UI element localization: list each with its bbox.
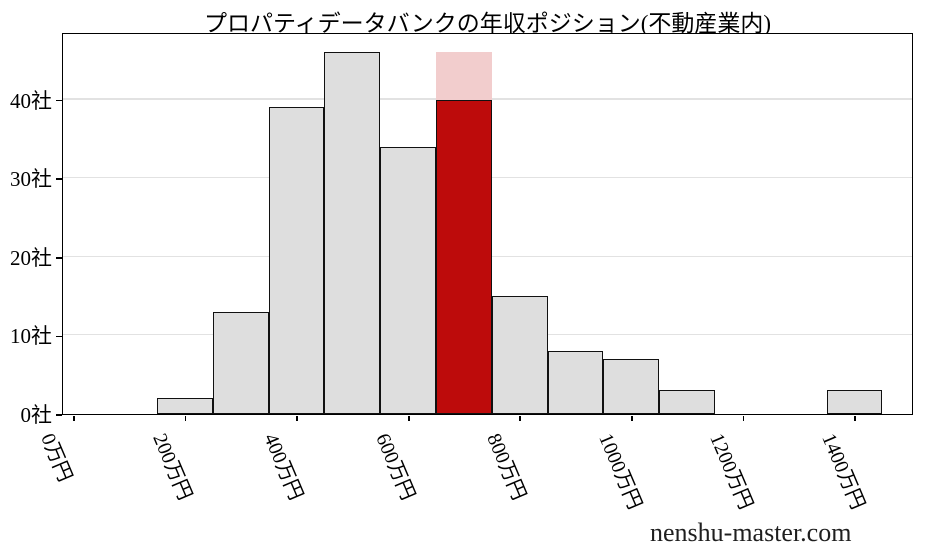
x-tick-label-1200万円: 1200万円 — [705, 430, 758, 513]
x-tick-0万円 — [73, 415, 75, 421]
histogram-bar-500万円 — [324, 52, 381, 414]
x-tick-1400万円 — [854, 415, 856, 421]
histogram-bar-400万円 — [268, 107, 325, 414]
y-tick-40社 — [56, 99, 62, 102]
x-tick-label-1000万円: 1000万円 — [594, 430, 646, 513]
watermark-text: nenshu-master.com — [650, 518, 852, 547]
y-tick-20社 — [56, 257, 62, 259]
x-tick-label-600万円: 600万円 — [370, 430, 419, 504]
x-tick-200万円 — [184, 415, 187, 421]
histogram-bar-1000万円 — [603, 358, 660, 414]
histogram-bar-1400万円 — [826, 390, 883, 414]
highlight-overlay — [436, 52, 492, 100]
x-tick-label-200万円: 200万円 — [147, 430, 196, 504]
histogram-bar-800万円 — [491, 296, 548, 414]
y-tick-label-0社: 0社 — [20, 403, 53, 427]
x-tick-400万円 — [296, 415, 298, 421]
x-tick-600万円 — [407, 415, 410, 421]
y-tick-label-20社: 20社 — [10, 245, 52, 270]
highlight-bar-700万円 — [436, 99, 492, 414]
histogram-bar-1100万円 — [659, 390, 715, 414]
x-tick-label-0万円: 0万円 — [36, 430, 77, 485]
histogram-bar-300万円 — [212, 311, 269, 414]
histogram-bar-600万円 — [380, 146, 436, 414]
y-tick-label-40社: 40社 — [10, 88, 52, 113]
y-tick-0社 — [56, 414, 62, 416]
plot-area — [62, 33, 913, 415]
y-tick-10社 — [56, 335, 62, 338]
y-tick-30社 — [56, 178, 62, 180]
histogram-bar-200万円 — [157, 398, 213, 414]
x-tick-label-1400万円: 1400万円 — [817, 430, 869, 513]
x-tick-800万円 — [519, 415, 522, 421]
y-tick-label-10社: 10社 — [10, 324, 52, 349]
x-tick-label-800万円: 800万円 — [482, 430, 531, 504]
x-tick-label-400万円: 400万円 — [259, 430, 307, 504]
y-tick-label-30社: 30社 — [10, 167, 52, 192]
x-tick-1200万円 — [742, 415, 745, 421]
x-tick-1000万円 — [631, 415, 633, 421]
chart-title: プロパティデータバンクの年収ポジション(不動産業内) — [203, 11, 772, 36]
histogram-bar-900万円 — [547, 351, 604, 414]
